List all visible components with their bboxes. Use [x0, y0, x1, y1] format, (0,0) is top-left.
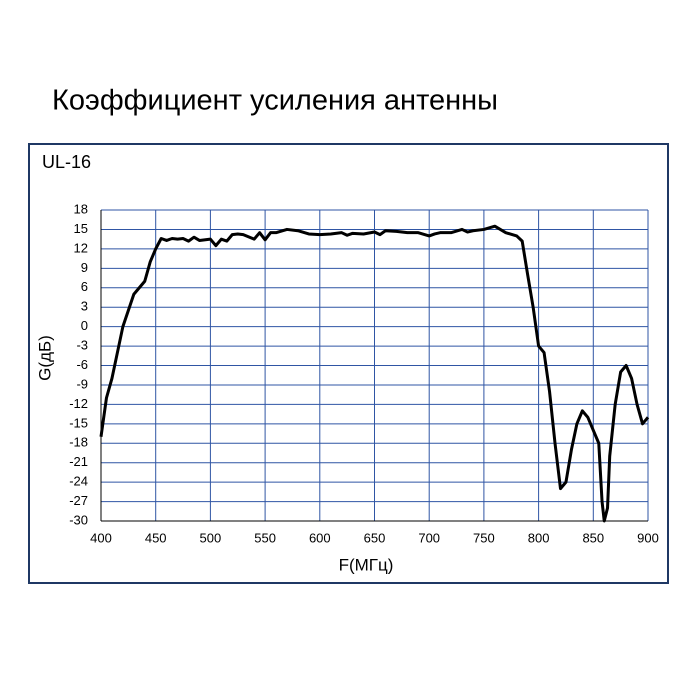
y-tick-label: -9	[76, 376, 88, 391]
chart-title: Коэффициент усиления антенны	[52, 85, 498, 117]
data-line	[99, 224, 650, 523]
y-tick-label: 3	[81, 299, 88, 314]
x-tick-label: 600	[309, 530, 331, 545]
y-tick-label: 18	[74, 201, 88, 216]
x-tick-label: 500	[200, 530, 222, 545]
x-tick-label: 400	[90, 530, 112, 545]
y-tick-label: -3	[76, 338, 88, 353]
y-tick-label: 12	[74, 240, 88, 255]
y-tick-label: 9	[81, 260, 88, 275]
x-tick-label: 850	[582, 530, 604, 545]
y-tick-label: -6	[76, 357, 88, 372]
x-tick-label: 450	[145, 530, 167, 545]
x-tick-label: 900	[637, 530, 659, 545]
y-tick-label: -18	[69, 435, 88, 450]
x-axis-label: F(МГц)	[339, 555, 394, 574]
y-tick-label: 15	[74, 221, 88, 236]
y-tick-label: -12	[69, 396, 88, 411]
y-tick-label: -15	[69, 415, 88, 430]
chart-subtitle: UL-16	[42, 152, 91, 172]
x-tick-label: 550	[254, 530, 276, 545]
x-tick-label: 800	[528, 530, 550, 545]
x-tick-label: 750	[473, 530, 495, 545]
y-tick-label: -27	[69, 493, 88, 508]
chart-frame	[28, 143, 669, 584]
y-tick-label: -24	[69, 474, 88, 489]
y-tick-label: -30	[69, 512, 88, 527]
y-tick-label: 6	[81, 279, 88, 294]
y-axis-label: G(дБ)	[35, 335, 54, 381]
y-tick-label: 0	[81, 318, 88, 333]
y-tick-label: -21	[69, 454, 88, 469]
x-tick-label: 700	[418, 530, 440, 545]
x-tick-label: 650	[364, 530, 386, 545]
